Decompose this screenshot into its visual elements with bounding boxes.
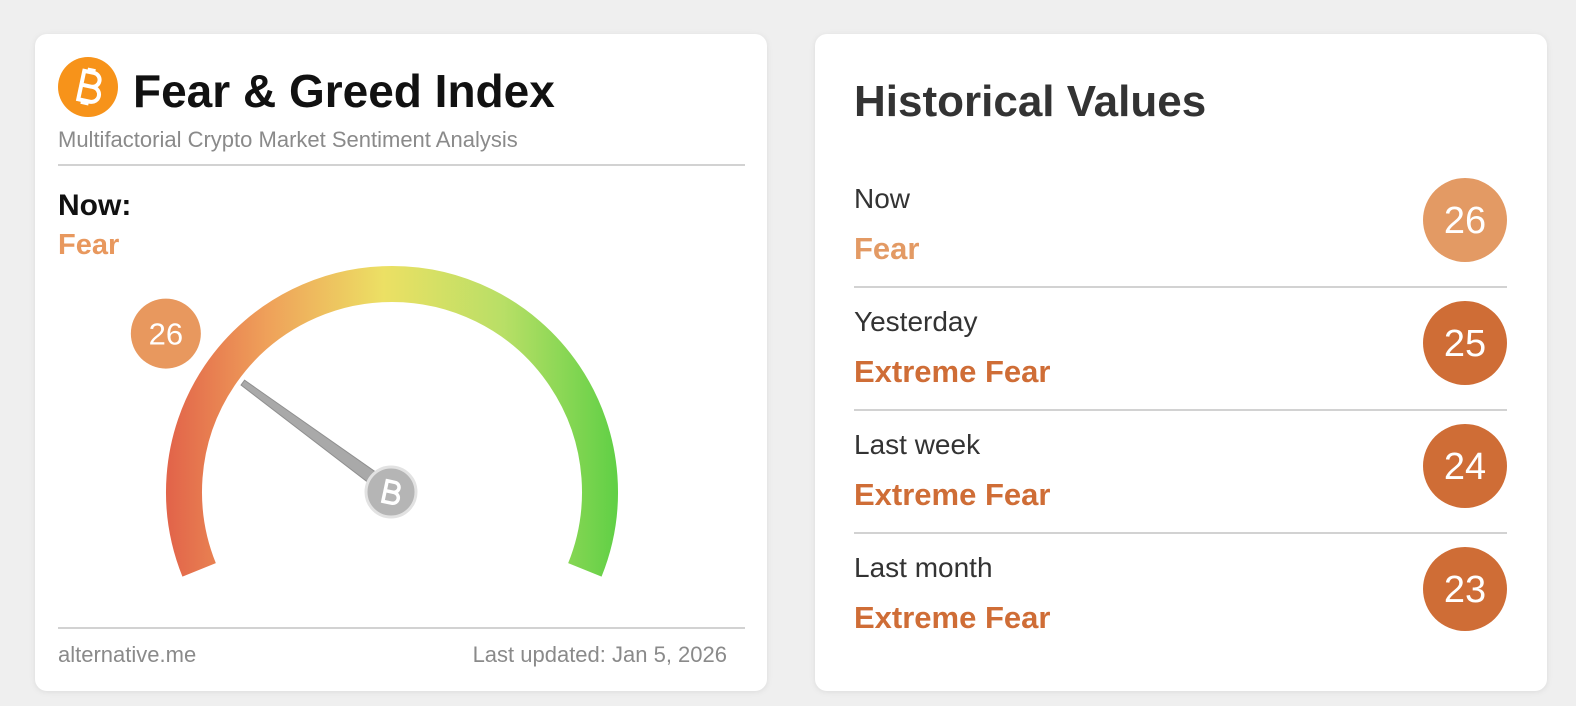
value-badge xyxy=(130,298,201,369)
row-classification: Extreme Fear xyxy=(854,600,1050,635)
row-value: 24 xyxy=(1444,446,1486,488)
row-classification: Extreme Fear xyxy=(854,477,1050,512)
gauge: 26 xyxy=(130,266,618,577)
row-classification: Extreme Fear xyxy=(854,354,1050,389)
row-value: 26 xyxy=(1444,200,1486,242)
history-rows: Now Fear 26 Yesterday Extreme Fear 25 Last wee… xyxy=(854,178,1507,635)
row-label: Last week xyxy=(854,429,981,460)
footer-source: alternative.me xyxy=(58,642,196,667)
card-subtitle: Multifactorial Crypto Market Sentiment A… xyxy=(58,127,518,152)
row-value: 25 xyxy=(1444,323,1486,365)
card-title: Fear & Greed Index xyxy=(133,65,555,117)
row-label: Last month xyxy=(854,552,993,583)
row-label: Now xyxy=(854,183,911,214)
hub-glyph xyxy=(380,478,401,505)
row-value: 23 xyxy=(1444,569,1486,611)
history-card xyxy=(815,34,1547,691)
row-badge xyxy=(1423,301,1507,385)
row-badge xyxy=(1423,547,1507,631)
footer-updated: Last updated: Jan 5, 2026 xyxy=(473,642,727,667)
row-badge xyxy=(1423,424,1507,508)
history-title: Historical Values xyxy=(854,77,1206,126)
row-classification: Fear xyxy=(854,231,919,266)
now-classification: Fear xyxy=(58,229,119,261)
bitcoin-glyph xyxy=(75,67,102,106)
row-badge xyxy=(1423,178,1507,262)
row-label: Yesterday xyxy=(854,306,978,337)
gauge-arc xyxy=(166,266,618,577)
value-badge-text: 26 xyxy=(149,317,183,352)
now-label: Now: xyxy=(58,189,131,222)
